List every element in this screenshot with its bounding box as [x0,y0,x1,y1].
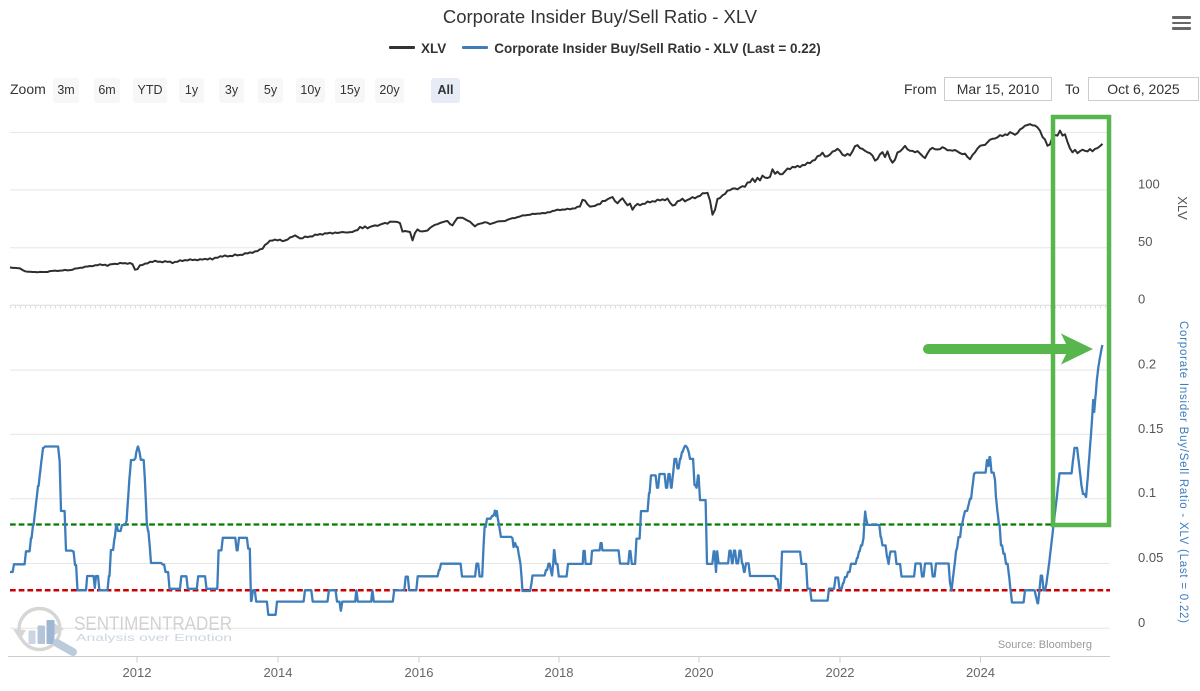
svg-text:100: 100 [1138,177,1160,192]
svg-text:2018: 2018 [545,665,574,680]
svg-text:2012: 2012 [123,665,152,680]
svg-text:XLV: XLV [1175,196,1190,220]
svg-text:0.1: 0.1 [1138,485,1156,500]
svg-text:SENTIMENTRADER: SENTIMENTRADER [74,614,232,635]
svg-text:0.2: 0.2 [1138,357,1156,372]
svg-text:0.15: 0.15 [1138,421,1163,436]
svg-text:Source: Bloomberg: Source: Bloomberg [998,639,1092,651]
svg-text:2016: 2016 [405,665,434,680]
svg-text:0: 0 [1138,615,1145,630]
svg-text:2024: 2024 [966,665,995,680]
svg-text:50: 50 [1138,234,1152,249]
svg-text:0.05: 0.05 [1138,550,1163,565]
svg-text:2014: 2014 [264,665,293,680]
svg-text:0: 0 [1138,292,1145,307]
svg-text:2022: 2022 [826,665,855,680]
svg-text:Analysis over Emotion: Analysis over Emotion [76,632,232,644]
svg-text:Corporate Insider Buy/Sell Rat: Corporate Insider Buy/Sell Ratio - XLV (… [1177,321,1189,623]
svg-text:2020: 2020 [685,665,714,680]
